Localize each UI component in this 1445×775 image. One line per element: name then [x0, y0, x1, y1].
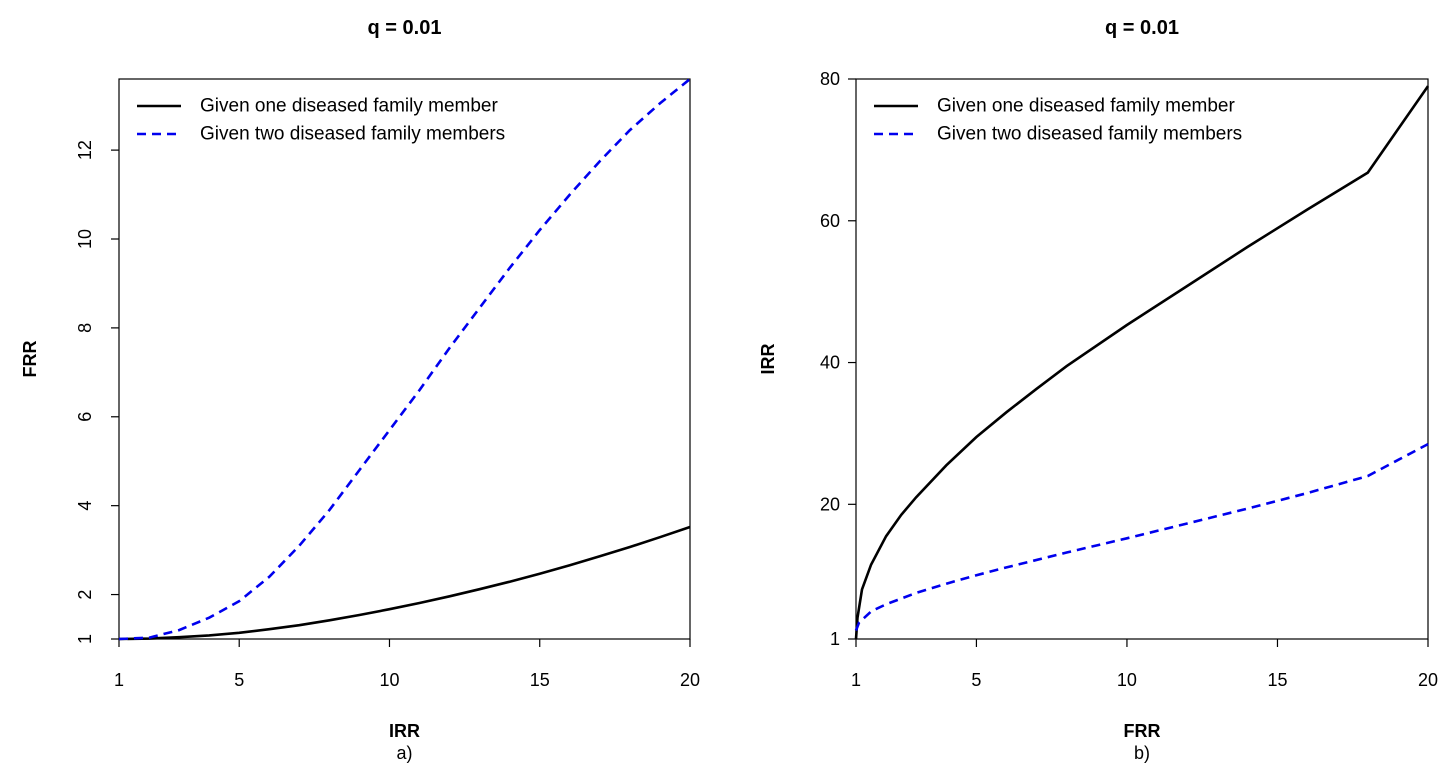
panel-caption: a) [396, 743, 412, 763]
series-line-one-member [854, 85, 1430, 640]
x-tick-label: 20 [680, 670, 700, 690]
x-tick-label: 5 [234, 670, 244, 690]
y-axis-label: FRR [20, 341, 40, 378]
y-axis-label: IRR [758, 344, 778, 375]
x-tick-label: 10 [1117, 670, 1137, 690]
x-tick-label: 15 [1267, 670, 1287, 690]
y-tick-label: 10 [75, 229, 95, 249]
series-line-two-members [854, 442, 1429, 631]
plot-frame [118, 78, 691, 640]
x-tick-label: 10 [379, 670, 399, 690]
y-tick-label: 1 [830, 629, 840, 649]
series-line-one-member [118, 525, 691, 641]
x-tick-label: 5 [971, 670, 981, 690]
y-tick-label: 4 [75, 501, 95, 511]
y-tick-label: 20 [820, 494, 840, 514]
x-tick-label: 15 [530, 670, 550, 690]
series-line-two-members [118, 77, 691, 641]
y-tick-label: 12 [75, 140, 95, 160]
y-tick-label: 40 [820, 353, 840, 373]
x-tick-label: 1 [114, 670, 124, 690]
legend-label: Given one diseased family member [937, 96, 1235, 117]
plot-frame [855, 78, 1429, 640]
x-tick-label: 1 [851, 670, 861, 690]
y-tick-label: 60 [820, 211, 840, 231]
chart-title: q = 0.01 [368, 17, 442, 39]
y-tick-label: 2 [75, 590, 95, 600]
y-tick-label: 6 [75, 412, 95, 422]
x-tick-label: 20 [1418, 670, 1438, 690]
x-axis-label: IRR [389, 721, 420, 741]
y-tick-label: 8 [75, 323, 95, 333]
legend-label: Given one diseased family member [200, 96, 498, 117]
y-tick-label: 80 [820, 69, 840, 89]
x-axis-label: FRR [1124, 721, 1161, 741]
chart-title: q = 0.01 [1105, 17, 1179, 39]
legend-label: Given two diseased family members [200, 124, 505, 145]
legend-label: Given two diseased family members [937, 124, 1242, 145]
panel-caption: b) [1134, 743, 1150, 763]
y-tick-label: 1 [75, 634, 95, 644]
